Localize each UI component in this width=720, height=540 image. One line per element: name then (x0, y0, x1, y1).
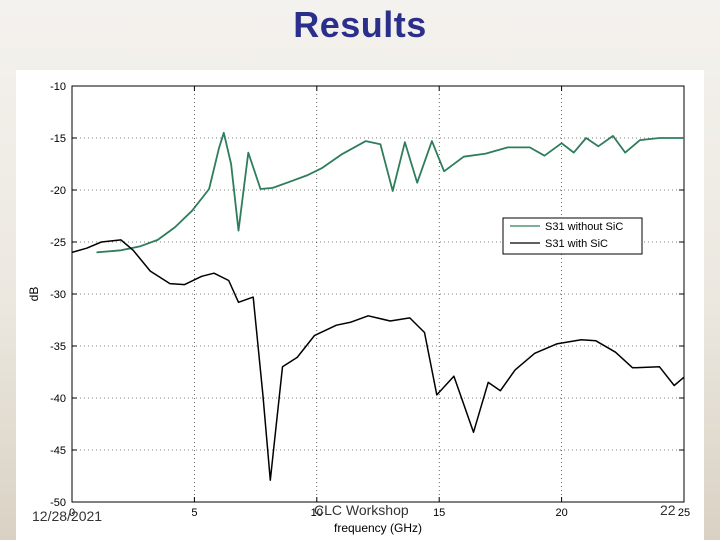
y-tick-label: -15 (50, 133, 66, 145)
axis-ticks: 0 5 10 15 20 25 -10 -15 -20 -25 -30 -35 -40 -45 -50 (50, 81, 690, 519)
footer-date: 12/28/2021 (32, 508, 103, 524)
x-tick-label: 5 (191, 507, 197, 519)
y-axis-label: dB (27, 287, 41, 302)
x-tick-label: 15 (433, 507, 445, 519)
x-axis-label: frequency (GHz) (334, 521, 422, 535)
footer-event: CLC Workshop (314, 502, 409, 518)
slide-title: Results (293, 4, 427, 45)
y-tick-label: -25 (50, 237, 66, 249)
y-tick-label: -45 (50, 445, 66, 457)
series-lines (71, 131, 685, 481)
figure-frame (16, 70, 704, 540)
y-tick-label: -30 (50, 289, 66, 301)
grid-lines (72, 86, 684, 502)
y-tick-label: -40 (50, 393, 66, 405)
page-number: 22 (660, 502, 676, 518)
y-tick-label: -50 (50, 497, 66, 509)
x-tick-label: 10 (311, 507, 323, 519)
y-tick-label: -35 (50, 341, 66, 353)
series-line-without-sic (96, 131, 684, 254)
legend-box (502, 217, 643, 255)
y-tick-label: -20 (50, 185, 66, 197)
series-line-with-sic (71, 239, 685, 481)
x-tick-label: 20 (555, 507, 567, 519)
legend-label-with-sic: S31 with SiC (545, 238, 608, 250)
legend: S31 without SiC S31 with SiC (502, 217, 643, 255)
x-tick-label: 25 (678, 507, 690, 519)
x-tick-label: 0 (69, 507, 75, 519)
legend-label-without-sic: S31 without SiC (545, 221, 623, 233)
y-tick-label: -10 (50, 81, 66, 93)
